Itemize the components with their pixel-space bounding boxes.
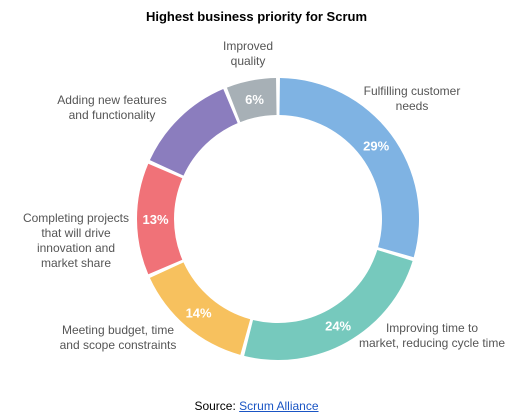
slice-fulfilling-customer-needs bbox=[279, 78, 419, 258]
percentage-labels: 29% 24% 14% 13% 6% bbox=[142, 92, 389, 334]
pct-label-meeting-budget: 14% bbox=[186, 305, 212, 320]
label-meeting-budget: Meeting budget, time and scope constraint… bbox=[60, 323, 177, 352]
donut-slices bbox=[137, 78, 419, 360]
slice-adding-new-features bbox=[149, 89, 238, 176]
label-completing-projects: Completing projects that will drive innova… bbox=[23, 211, 129, 270]
slice-meeting-budget bbox=[149, 262, 251, 355]
category-labels: Fulfilling customer needs Improving time t… bbox=[23, 39, 505, 352]
source-line: Source: Scrum Alliance bbox=[0, 399, 513, 413]
slice-completing-projects bbox=[137, 163, 183, 275]
source-prefix: Source: bbox=[194, 399, 236, 413]
label-improved-quality: Improved quality bbox=[223, 39, 273, 68]
source-link[interactable]: Scrum Alliance bbox=[239, 399, 319, 413]
label-fulfilling-customer-needs: Fulfilling customer needs bbox=[364, 84, 461, 113]
pct-label-improved-quality: 6% bbox=[245, 92, 264, 107]
slice-improved-quality bbox=[226, 78, 277, 123]
pct-label-fulfilling-customer-needs: 29% bbox=[363, 139, 389, 154]
pct-label-improving-time-to-market: 24% bbox=[325, 319, 351, 334]
chart-title: Highest business priority for Scrum bbox=[145, 9, 368, 24]
label-improving-time-to-market: Improving time to market, reducing cycle … bbox=[359, 321, 505, 350]
label-adding-new-features: Adding new features and functionality bbox=[57, 93, 166, 122]
slice-improving-time-to-market bbox=[244, 249, 413, 360]
pct-label-completing-projects: 13% bbox=[142, 212, 168, 227]
